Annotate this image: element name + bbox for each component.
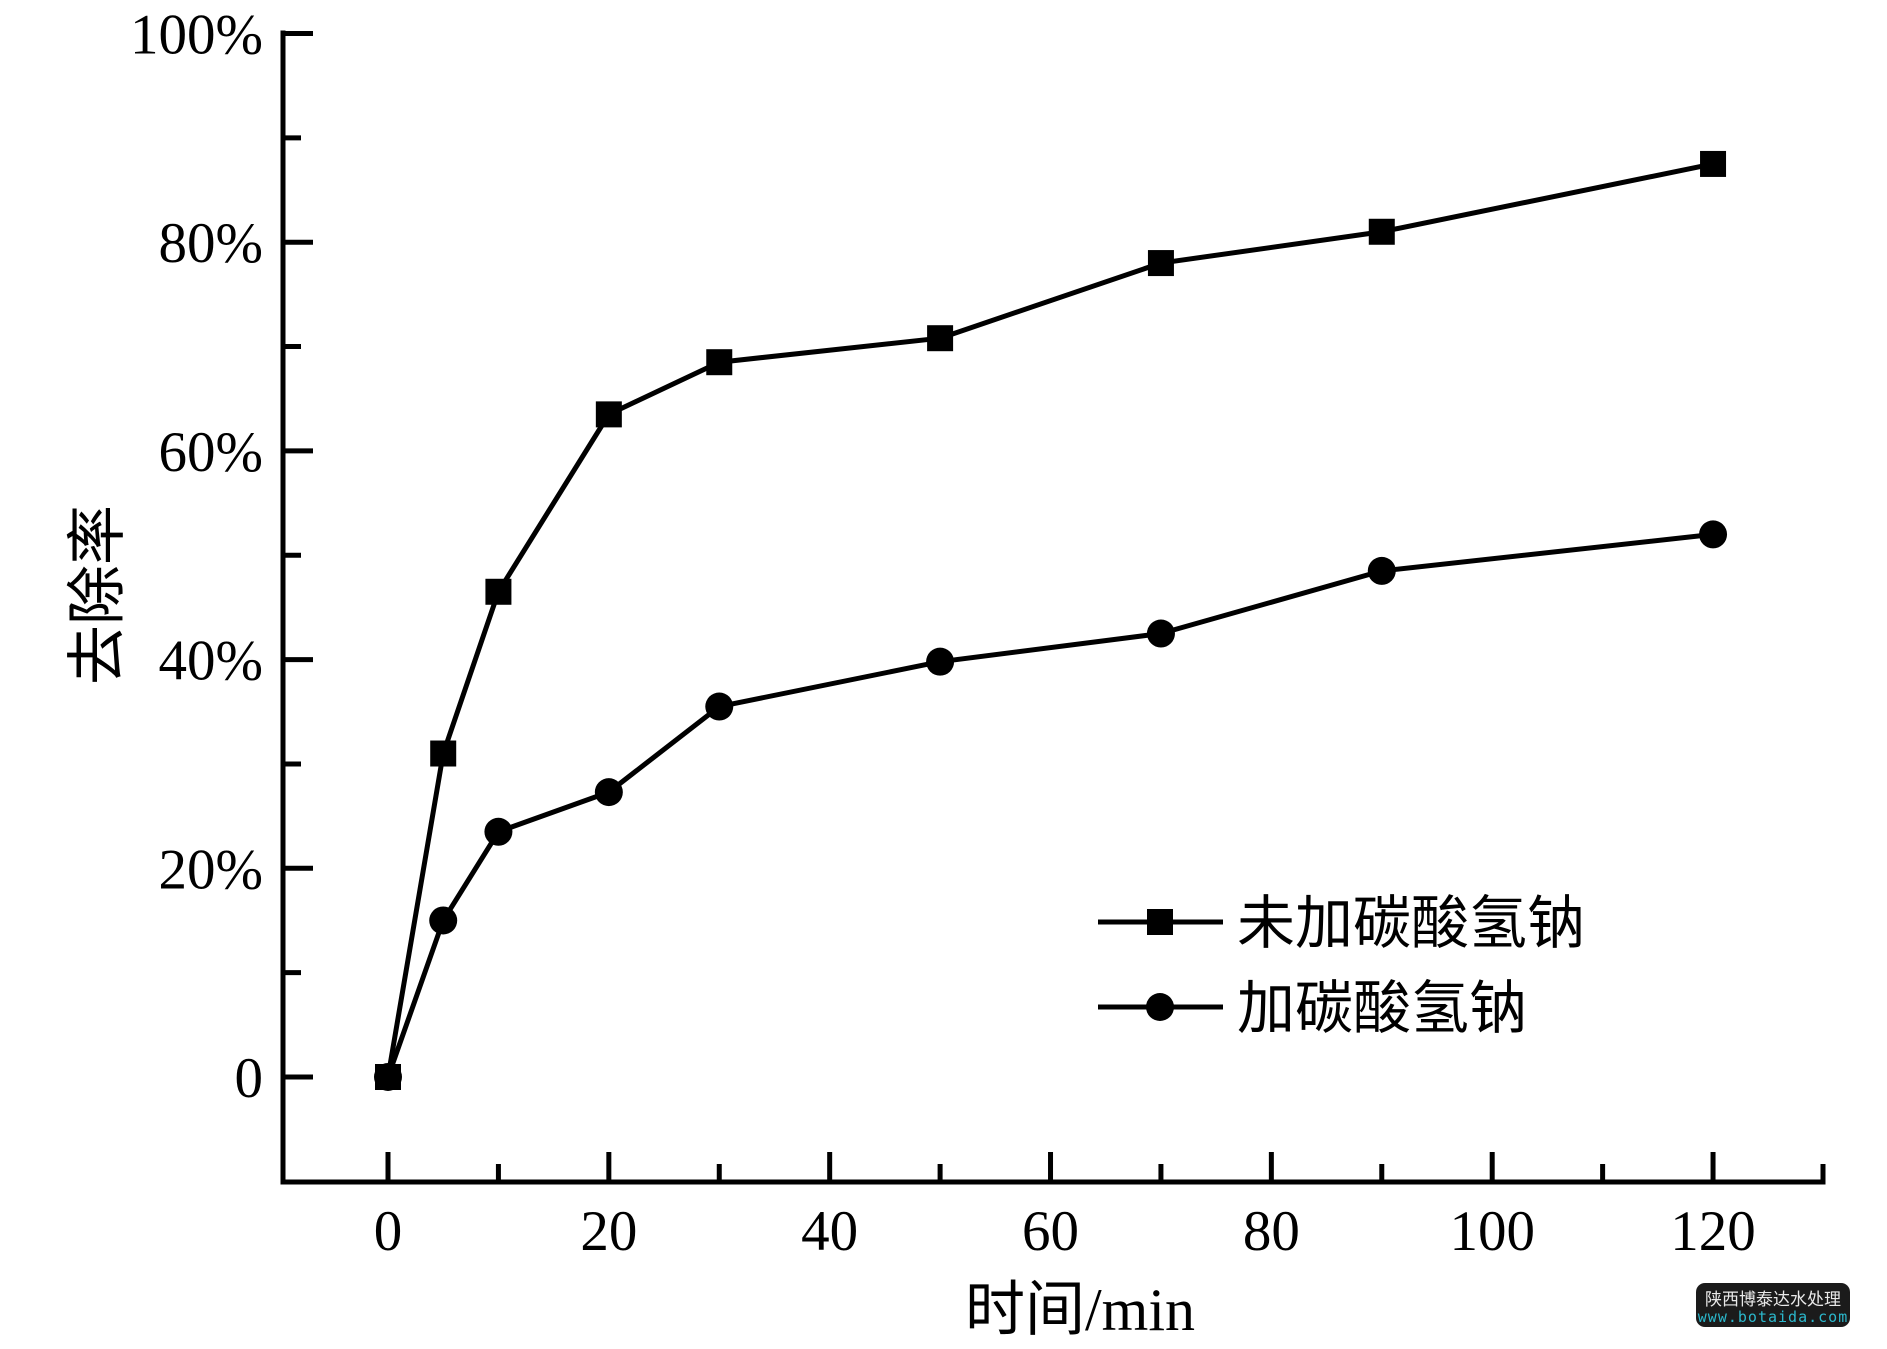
circle-marker (926, 647, 955, 676)
legend-markers (1098, 909, 1223, 1021)
series-circle (374, 520, 1728, 1091)
circle-marker (594, 778, 623, 807)
square-marker (1368, 218, 1395, 245)
square-marker (430, 740, 457, 767)
square-marker (1147, 250, 1174, 277)
watermark-company-name: 陕西博泰达水处理 (1705, 1290, 1841, 1309)
watermark: 陕西博泰达水处理 www.botaida.com (1696, 1283, 1850, 1327)
x-axis-title: 时间/min (965, 1277, 1195, 1343)
square-marker (927, 325, 954, 352)
x-tick-label: 0 (374, 1200, 403, 1263)
axis-spines (280, 30, 1826, 1185)
y-axis-title: 去除率 (65, 505, 131, 685)
square-marker (1700, 150, 1727, 177)
circle-marker (1146, 619, 1175, 648)
watermark-background (1696, 1283, 1850, 1327)
square-marker (485, 578, 512, 605)
x-tick-label: 40 (801, 1200, 858, 1263)
y-tick-label: 60% (159, 421, 263, 484)
legend-label-with-bicarbonate: 加碳酸氢钠 (1237, 976, 1527, 1041)
square-marker (706, 349, 733, 376)
circle-marker (429, 906, 458, 935)
x-tick-label: 100 (1449, 1200, 1535, 1263)
y-tick-label: 80% (159, 212, 263, 275)
legend-circle-marker (1146, 993, 1174, 1021)
y-tick-label: 0 (235, 1047, 264, 1110)
circle-marker (705, 692, 734, 721)
circle-marker (484, 817, 513, 846)
circle-marker (1699, 520, 1728, 549)
x-tick-label: 20 (580, 1200, 637, 1263)
y-tick-label: 40% (159, 630, 263, 693)
x-tick-label: 80 (1243, 1200, 1300, 1263)
watermark-url: www.botaida.com (1698, 1308, 1848, 1326)
y-tick-label: 100% (130, 4, 263, 67)
y-tick-label: 20% (159, 838, 263, 901)
x-tick-label: 60 (1022, 1200, 1079, 1263)
data-series (374, 150, 1728, 1091)
circle-marker (1367, 556, 1396, 585)
axes: 0 20% 40% 60% 80% 100% 0 20 40 60 80 100 120 (130, 4, 1826, 1263)
series-square (375, 150, 1727, 1090)
legend-label-no-bicarbonate: 未加碳酸氢钠 (1237, 891, 1585, 956)
square-marker (595, 401, 622, 428)
x-tick-label: 120 (1670, 1200, 1756, 1263)
legend-square-marker (1147, 909, 1173, 935)
square-marker (375, 1064, 401, 1090)
